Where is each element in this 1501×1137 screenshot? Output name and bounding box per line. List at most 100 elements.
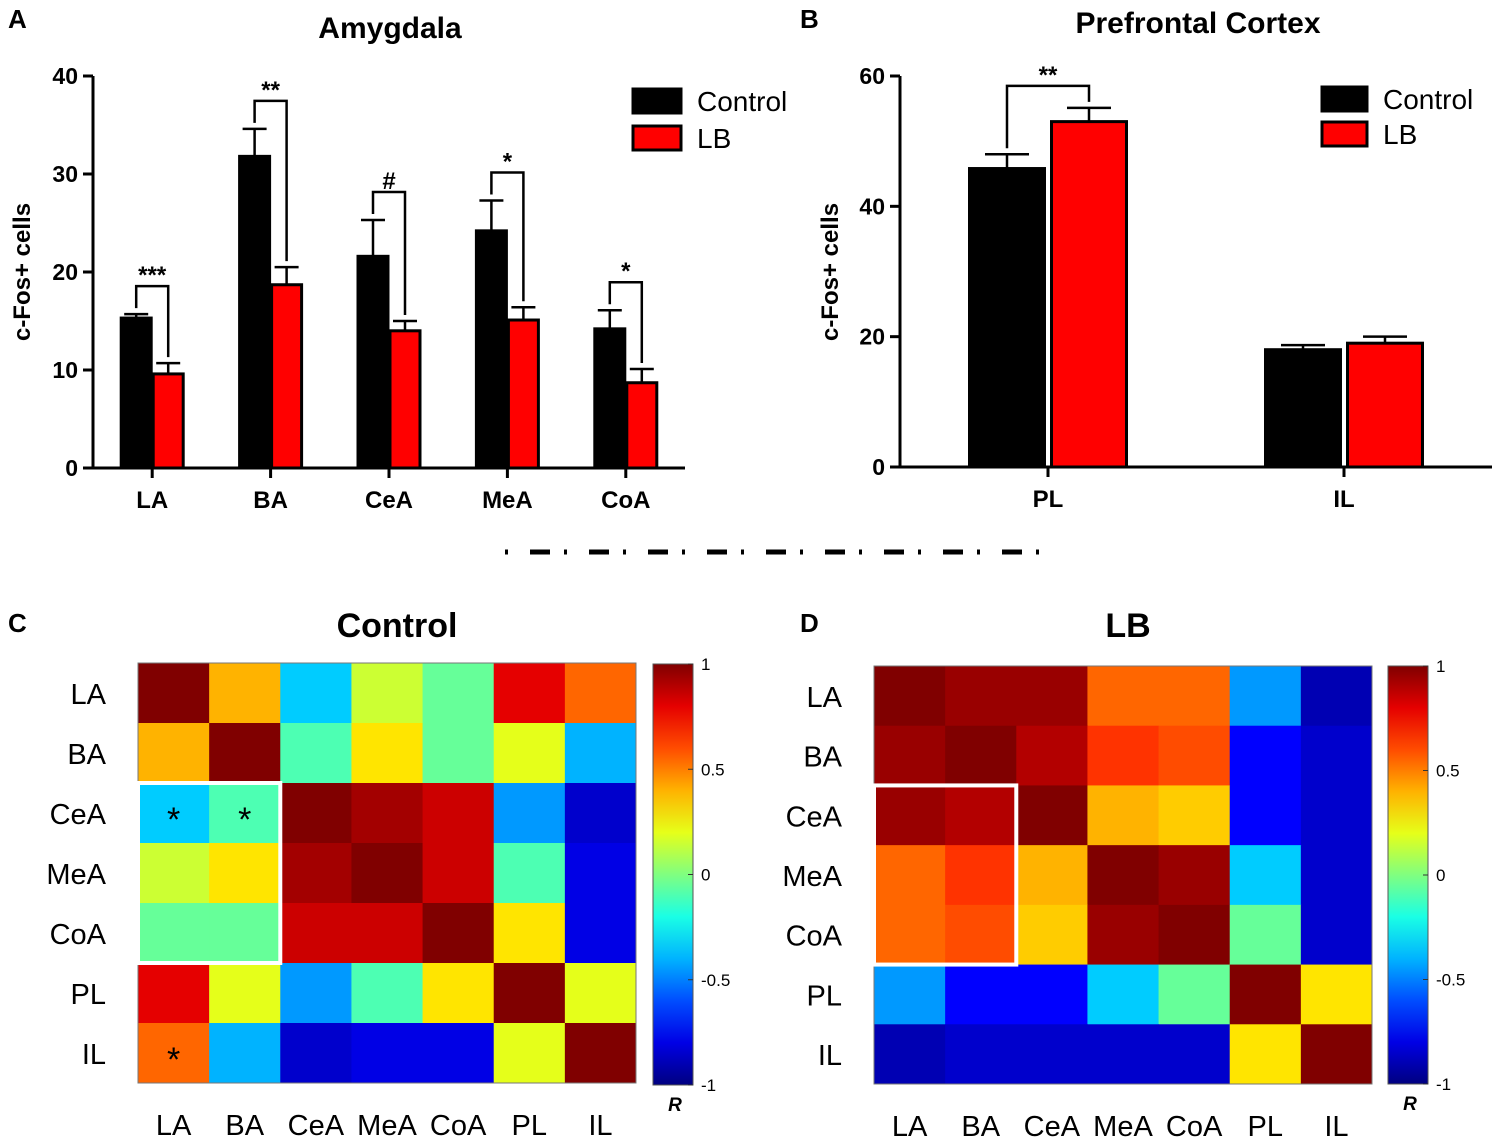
chart-d-colorbar-tick-label: -1 — [1436, 1075, 1451, 1094]
chart-c-cell — [280, 723, 352, 784]
chart-a-y-tick-label: 30 — [52, 161, 78, 187]
chart-d-cell — [1229, 785, 1302, 846]
chart-a-bar-lb — [388, 329, 422, 470]
chart-a-x-tick-label: CoA — [601, 487, 650, 514]
chart-c-row-label: CoA — [50, 919, 107, 951]
chart-a-sig-label: * — [621, 258, 631, 285]
chart-d-colorbar-tick-label: 0.5 — [1436, 762, 1460, 781]
chart-c-colorbar — [652, 663, 694, 1086]
chart-a-y-tick-label: 20 — [52, 259, 78, 285]
chart-d-cell — [874, 785, 946, 846]
chart-c-cell — [209, 1023, 281, 1084]
chart-a-sig-bracket — [608, 280, 644, 364]
chart-c-cell — [493, 723, 566, 784]
panel-letter-b: B — [800, 4, 819, 34]
chart-d-cell — [874, 725, 946, 786]
chart-d-cell — [1087, 785, 1160, 846]
chart-b-y-tick-label: 20 — [859, 324, 885, 350]
chart-d-col-label: CoA — [1166, 1111, 1223, 1137]
chart-a-y-tick-label: 40 — [52, 63, 78, 89]
chart-c-col-label: LA — [156, 1110, 192, 1137]
chart-c-cell — [351, 963, 424, 1024]
chart-d-cell — [945, 666, 1017, 727]
chart-d-cell — [1016, 666, 1088, 727]
chart-d-cell — [1016, 845, 1088, 906]
panel-letter-d: D — [800, 608, 819, 638]
chart-d-cell — [1229, 904, 1302, 966]
chart-d-row-label: CoA — [786, 921, 843, 953]
chart-a-y-tick-label: 0 — [65, 455, 78, 481]
chart-d-row-label: MeA — [782, 861, 842, 893]
chart-c-highlight-box — [136, 781, 283, 965]
chart-c-cell — [209, 963, 281, 1024]
chart-c-col-label: CeA — [288, 1110, 345, 1137]
chart-d-col-label: BA — [961, 1111, 1000, 1137]
chart-a-title: Amygdala — [318, 12, 462, 45]
chart-c-cell — [209, 843, 281, 904]
chart-b-legend-swatch-control — [1320, 85, 1369, 113]
chart-a-sig-label: * — [503, 148, 513, 175]
chart-b-legend-label-control: Control — [1383, 84, 1473, 115]
chart-a-ylabel: c-Fos+ cells — [9, 203, 36, 341]
chart-d-cell — [1229, 725, 1302, 786]
chart-b-bar-control — [968, 167, 1046, 469]
chart-a-sig-bracket — [371, 190, 407, 315]
chart-c-sig-star: * — [167, 1041, 180, 1079]
chart-c-cell — [209, 903, 281, 964]
chart-c-cell — [138, 963, 210, 1024]
chart-c-row-label: CeA — [50, 799, 107, 831]
chart-d-cell — [874, 845, 946, 906]
chart-d-cell — [1158, 1024, 1231, 1085]
chart-d-colorbar — [1387, 665, 1429, 1085]
chart-c-cell — [564, 1023, 637, 1084]
chart-c-cell — [280, 903, 352, 964]
chart-c-row-label: BA — [67, 739, 106, 771]
chart-a-sig-label: # — [382, 168, 395, 195]
chart-a: 0 10 20 30 40 LA *** BA ** CeA # MeA * CoA * Control LB — [52, 63, 787, 514]
chart-d-cell — [945, 1024, 1017, 1085]
chart-c-cell — [138, 843, 210, 904]
chart-c-cell — [564, 963, 637, 1024]
chart-c-cell — [422, 843, 495, 904]
chart-a-bar-control — [356, 254, 390, 470]
chart-c-colorbar-tick-label: -0.5 — [701, 971, 730, 990]
chart-c-cell — [564, 903, 637, 964]
chart-c-cell — [493, 963, 566, 1024]
chart-d-col-label: MeA — [1093, 1111, 1153, 1137]
chart-d-cell — [1229, 1024, 1302, 1085]
chart-b-y-tick-label: 40 — [859, 193, 885, 219]
chart-b-bar-lb — [1050, 120, 1128, 469]
chart-c-cell — [564, 843, 637, 904]
chart-a-bar-control — [593, 327, 627, 470]
chart-d-cell — [874, 666, 946, 727]
chart-c-cell — [564, 663, 637, 724]
chart-d-cell — [1087, 845, 1160, 906]
chart-d-cell — [1300, 666, 1373, 727]
chart-a-bar-lb — [270, 283, 304, 470]
chart-c-cell — [493, 783, 566, 844]
chart-c-cell — [280, 1023, 352, 1084]
chart-d-row-label: IL — [818, 1040, 842, 1072]
chart-d-cell — [1158, 904, 1231, 966]
chart-d-cell — [1300, 725, 1373, 786]
chart-d-row-label: CeA — [786, 801, 843, 833]
chart-b-bar-lb — [1346, 341, 1424, 469]
chart-d-cell — [945, 845, 1017, 906]
chart-c-cell — [138, 783, 210, 844]
chart-c-colorbar-tick-label: 0.5 — [701, 760, 725, 779]
chart-c-cell — [280, 963, 352, 1024]
chart-c-row-label: PL — [71, 979, 106, 1011]
chart-b-ylabel: c-Fos+ cells — [817, 203, 844, 341]
chart-c-col-label: IL — [588, 1110, 612, 1137]
chart-d-col-label: CeA — [1024, 1111, 1081, 1137]
chart-b-y-tick-label: 60 — [859, 63, 885, 89]
chart-c-colorbar-label: R — [668, 1095, 682, 1116]
chart-c-cell — [138, 663, 210, 724]
chart-c-cell — [351, 1023, 424, 1084]
chart-d-colorbar-tick-label: -0.5 — [1436, 971, 1465, 990]
chart-d-cell — [1300, 785, 1373, 846]
chart-d-cell — [945, 904, 1017, 966]
panel-letter-a: A — [8, 4, 27, 34]
chart-c-cell — [493, 663, 566, 724]
